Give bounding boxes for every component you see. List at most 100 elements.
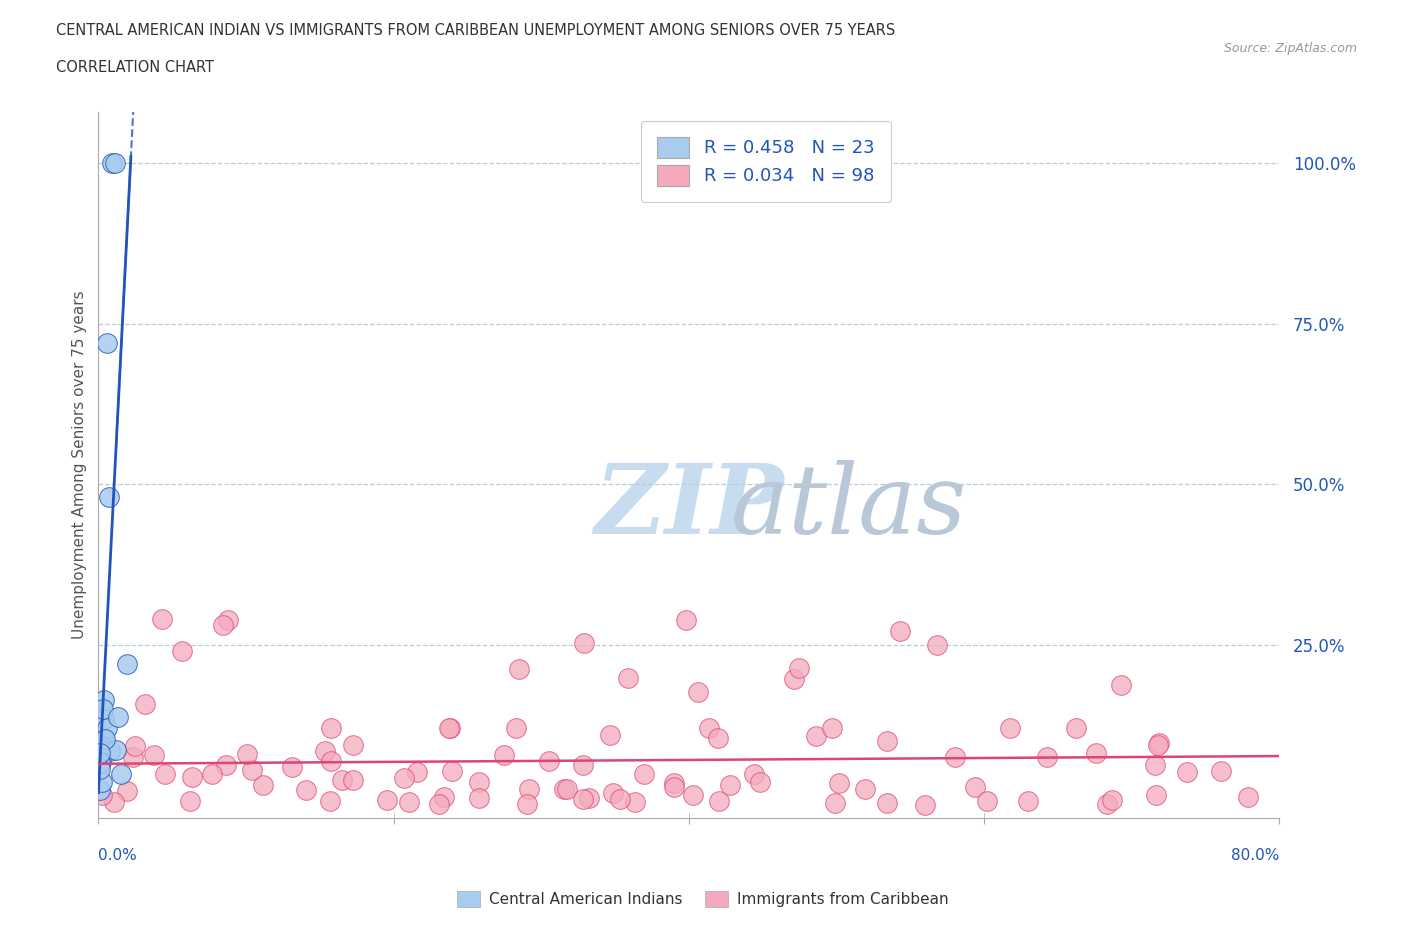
Point [662,779,685,794]
Point [707,793,730,808]
Point [572,758,595,773]
Y-axis label: Unemployment Among Seniors over 75 years: Unemployment Among Seniors over 75 years [72,291,87,639]
Point [943,750,966,764]
Point [1175,764,1198,779]
Point [889,623,911,638]
Text: 0.0%: 0.0% [98,848,138,863]
Point [707,731,730,746]
Point [89,783,111,798]
Text: CENTRAL AMERICAN INDIAN VS IMMIGRANTS FROM CARIBBEAN UNEMPLOYMENT AMONG SENIORS : CENTRAL AMERICAN INDIAN VS IMMIGRANTS FR… [56,23,896,38]
Point [783,671,806,686]
Point [437,721,460,736]
Point [433,790,456,804]
Point [1095,796,1118,811]
Point [1146,738,1168,753]
Point [1144,788,1167,803]
Point [1101,792,1123,807]
Point [599,727,621,742]
Point [1237,790,1260,804]
Point [682,788,704,803]
Point [824,796,846,811]
Point [516,797,538,812]
Point [100,155,122,170]
Point [1017,793,1039,808]
Point [89,756,111,771]
Point [105,743,128,758]
Text: Source: ZipAtlas.com: Source: ZipAtlas.com [1223,42,1357,55]
Point [180,770,202,785]
Point [115,657,138,671]
Point [252,778,274,793]
Point [492,748,515,763]
Point [217,612,239,627]
Point [314,743,336,758]
Point [925,637,948,652]
Point [1209,764,1232,778]
Point [211,618,233,632]
Point [90,755,112,770]
Point [104,155,127,170]
Text: 80.0%: 80.0% [1232,848,1279,863]
Point [688,684,710,699]
Point [440,764,463,778]
Point [342,773,364,788]
Point [179,794,201,809]
Point [1147,736,1170,751]
Point [93,693,115,708]
Point [97,490,120,505]
Point [617,671,640,685]
Point [107,710,129,724]
Point [787,660,810,675]
Point [134,697,156,711]
Point [748,775,770,790]
Point [1064,721,1087,736]
Point [855,782,877,797]
Point [876,734,898,749]
Point [110,766,132,781]
Point [821,721,844,736]
Point [96,721,118,736]
Point [963,780,986,795]
Point [439,721,461,736]
Point [94,732,117,747]
Point [375,792,398,807]
Point [555,782,578,797]
Point [602,786,624,801]
Point [96,336,118,351]
Point [342,737,364,752]
Point [281,760,304,775]
Legend: R = 0.458   N = 23, R = 0.034   N = 98: R = 0.458 N = 23, R = 0.034 N = 98 [641,121,891,202]
Point [699,721,721,736]
Point [294,782,316,797]
Point [806,728,828,743]
Point [578,790,600,805]
Point [235,746,257,761]
Point [142,747,165,762]
Point [89,762,111,777]
Point [744,766,766,781]
Point [330,772,353,787]
Point [152,611,174,626]
Text: ZIP: ZIP [595,460,783,554]
Point [91,775,114,790]
Point [1109,678,1132,693]
Point [572,791,595,806]
Legend: Central American Indians, Immigrants from Caribbean: Central American Indians, Immigrants fro… [451,884,955,913]
Point [1000,721,1022,736]
Point [976,793,998,808]
Point [914,797,936,812]
Point [90,737,112,752]
Point [828,776,851,790]
Point [215,758,238,773]
Point [553,781,575,796]
Point [242,763,264,777]
Point [103,794,125,809]
Point [1144,758,1167,773]
Point [122,750,145,764]
Point [319,793,342,808]
Point [1036,750,1059,764]
Point [93,735,115,750]
Point [93,711,115,726]
Point [319,753,342,768]
Point [429,797,451,812]
